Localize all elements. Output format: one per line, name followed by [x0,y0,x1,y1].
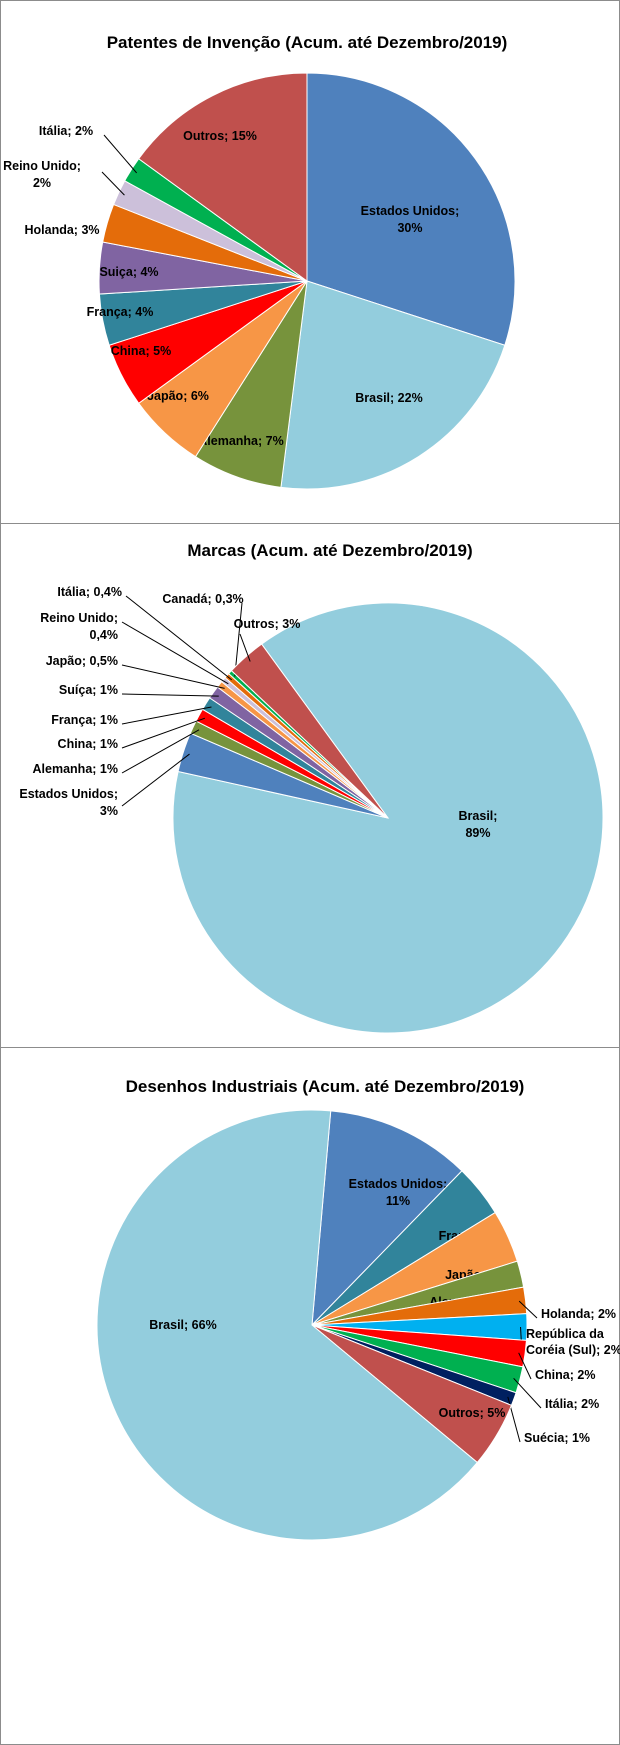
data-label-category: Reino Unido [3,159,77,173]
data-label: Japão; 0,5% [46,654,118,668]
data-label: Outros; 5% [439,1406,506,1420]
data-label-category: Estados Unidos [349,1177,444,1191]
data-label: Brasil; 66% [149,1318,216,1332]
data-label-category: Itália [57,585,87,599]
data-label-value: 1% [100,683,118,697]
data-label: Alemanha; 1% [33,762,118,776]
data-label-part: Coréia (Sul) [526,1343,596,1357]
data-label-value: 66% [192,1318,217,1332]
chart-title: Desenhos Industriais (Acum. até Dezembro… [126,1077,525,1096]
data-label-category: Suécia [524,1431,565,1445]
data-label-category: Holanda [541,1307,591,1321]
data-label: Alemanha; 7% [198,434,283,448]
data-label-value: 3% [282,617,300,631]
data-label: Itália; 2% [39,124,93,138]
data-label-value: 4% [140,265,158,279]
data-label-value: 0,4% [90,628,119,642]
data-label-value: 2% [33,176,51,190]
data-label-value: 4% [135,305,153,319]
data-label-part: República da [526,1327,605,1341]
data-label: Suiça; 4% [99,265,158,279]
data-label-value: 3% [100,804,118,818]
data-label-category: Outros [439,1406,480,1420]
data-label-category: Outros [234,617,275,631]
data-label-value: 1% [572,1431,590,1445]
data-label: França; 1% [51,713,118,727]
data-label-category: França [87,305,129,319]
data-label-category: Outros [183,129,224,143]
data-label: Holanda; 2% [541,1307,616,1321]
data-label-value: 22% [398,391,423,405]
data-label-category: China [111,344,147,358]
data-label-value: 5% [487,1406,505,1420]
data-label: Itália; 0,4% [57,585,122,599]
data-label-value: 0,5% [90,654,119,668]
data-label-value: 1% [100,737,118,751]
data-label-value: 7% [266,434,284,448]
data-label-value: 2% [75,124,93,138]
data-label-category: Estados Unidos [19,787,114,801]
data-label: China; 5% [111,344,171,358]
data-label-category: Brasil [149,1318,184,1332]
data-label-value: 11% [386,1194,410,1208]
data-label-category: Brasil [355,391,390,405]
data-label-value: 2% [577,1368,595,1382]
data-label: Holanda; 3% [24,223,99,237]
data-label: Brasil; 22% [355,391,422,405]
data-label-value: 0,3% [215,592,244,606]
data-label-value: 1% [100,713,118,727]
data-label: Outros; 3% [234,617,301,631]
data-label-category: Suiça [99,265,133,279]
data-label-category: Itália [39,124,69,138]
data-label-value: 6% [191,389,209,403]
data-label: China; 2% [535,1368,595,1382]
data-label: Itália; 2% [545,1397,599,1411]
data-label-category: Suíça [59,683,93,697]
data-label-value: 3% [81,223,99,237]
data-label-value: 2% [598,1307,616,1321]
data-label: Outros; 15% [183,129,257,143]
data-label-category: França [51,713,93,727]
data-label: França; 4% [87,305,154,319]
data-label-value: 1% [100,762,118,776]
chart-title: Patentes de Invenção (Acum. até Dezembro… [107,33,508,52]
data-label-value: 89% [465,826,490,840]
data-label-value: 5% [153,344,171,358]
data-label-category: Itália [545,1397,575,1411]
data-label-value: 15% [232,129,257,143]
data-label-category: China [58,737,94,751]
data-label: Suíça; 1% [59,683,118,697]
data-label-category: China [535,1368,571,1382]
data-label: China; 1% [58,737,118,751]
data-label-category: Estados Unidos [361,204,456,218]
data-label-category: Alemanha [33,762,94,776]
data-label-value: 0,4% [94,585,123,599]
data-label: Canadá; 0,3% [162,592,243,606]
data-label-value: 2% [604,1343,620,1357]
data-label-category: Holanda [24,223,74,237]
data-label-category: Japão [46,654,82,668]
chart-title: Marcas (Acum. até Dezembro/2019) [187,541,472,560]
data-label-category: Canadá [162,592,207,606]
data-label-value: 2% [581,1397,599,1411]
data-label-value: 30% [397,221,422,235]
data-label-category: Brasil [459,809,494,823]
data-label: Suécia; 1% [524,1431,590,1445]
data-label: Japão; 6% [147,389,209,403]
data-label-category: Reino Unido [40,611,114,625]
